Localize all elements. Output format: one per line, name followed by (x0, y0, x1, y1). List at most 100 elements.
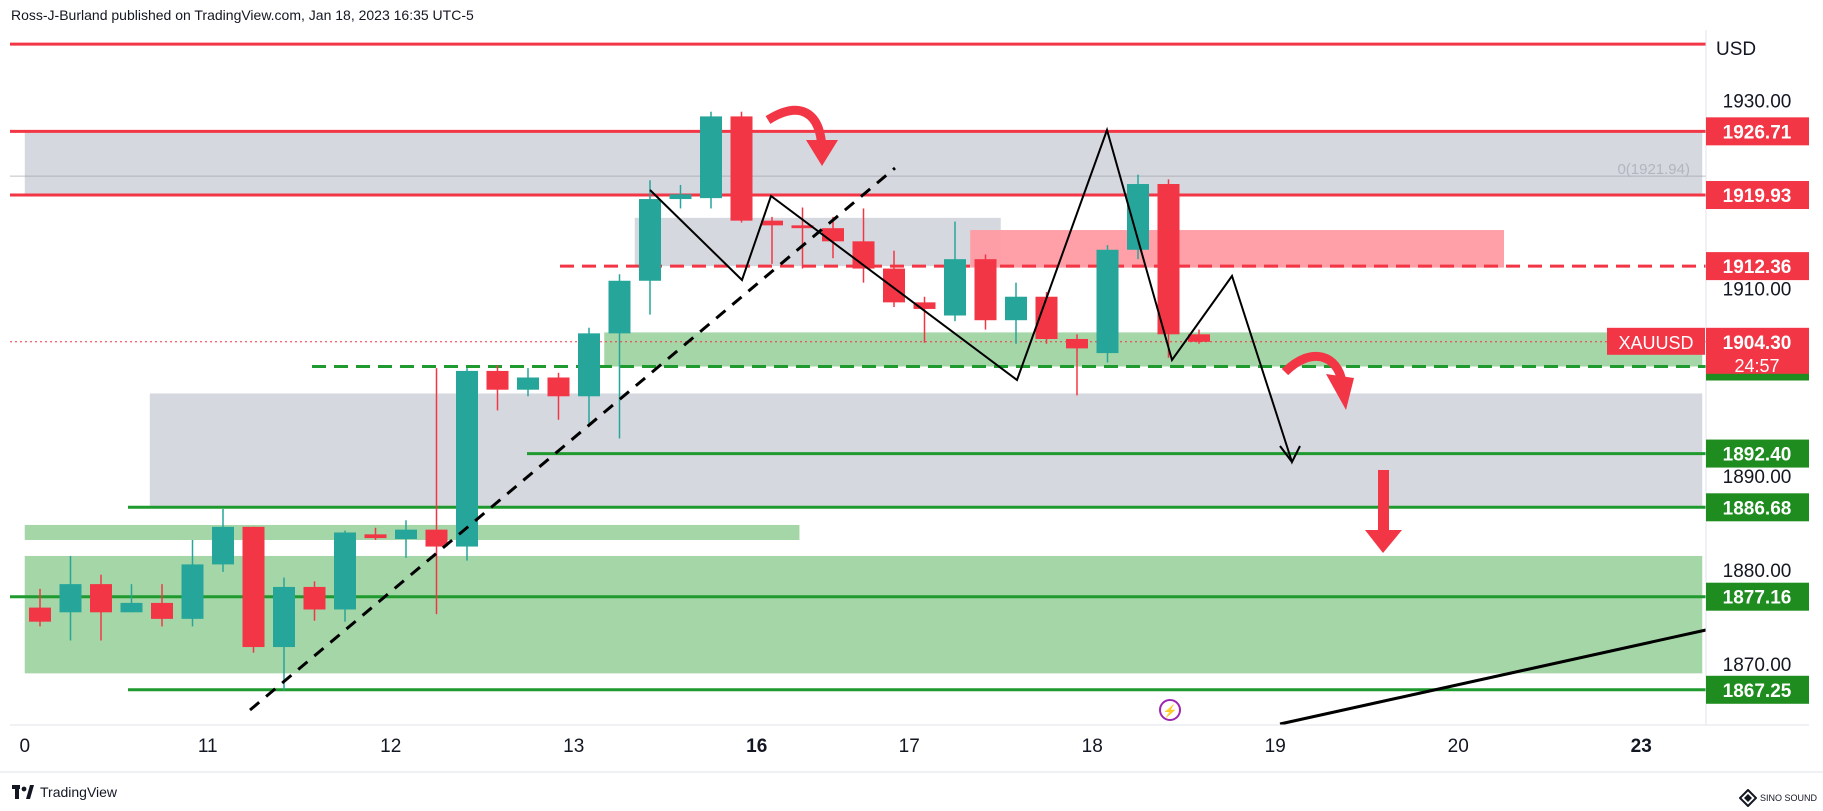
candle-body[interactable] (120, 602, 143, 613)
candle-body[interactable] (700, 116, 722, 199)
candle-body[interactable] (517, 377, 539, 390)
trend-line-rising[interactable] (1279, 628, 1707, 726)
candle-body[interactable] (791, 225, 814, 229)
price-labels: 1926.711919.931912.361901.671892.401886.… (1607, 117, 1809, 704)
price-label-bg (1706, 439, 1809, 468)
price-label-1867.25: 1867.25 (1723, 681, 1792, 702)
price-label-1886.68: 1886.68 (1723, 498, 1792, 519)
candles-layer (29, 111, 1210, 691)
projection-path-tip[interactable] (1279, 445, 1293, 463)
candle-body[interactable] (822, 228, 844, 242)
zone-green[interactable] (24, 555, 1703, 674)
candle-body[interactable] (151, 602, 173, 619)
candle-body[interactable] (303, 586, 326, 610)
candle-body[interactable] (486, 370, 509, 390)
candle-body[interactable] (974, 259, 997, 321)
candle-body[interactable] (273, 586, 295, 648)
candle-body[interactable] (578, 333, 600, 397)
candle-body[interactable] (730, 116, 753, 221)
candle-body[interactable] (639, 199, 661, 281)
price-label-bg (1706, 117, 1809, 146)
price-label-bg (1706, 181, 1809, 210)
candle-body[interactable] (1188, 334, 1210, 342)
tradingview-brand[interactable]: TradingView (12, 784, 117, 800)
drawings-layer: ⚡ (249, 105, 1707, 726)
red-down-arrow-icon (1365, 530, 1402, 553)
candle-body[interactable] (59, 584, 82, 613)
zone-green[interactable] (604, 332, 1703, 367)
candle-body[interactable] (212, 526, 234, 565)
candle-body[interactable] (1005, 296, 1027, 321)
symbol-label-bg (1607, 327, 1705, 355)
projection-path-left[interactable] (649, 126, 1301, 465)
y-tick-1910.00: 1910.00 (1723, 279, 1792, 300)
zone-gray[interactable] (149, 393, 1703, 508)
y-tick-1890.00: 1890.00 (1723, 467, 1792, 488)
red-curved-arrow-head-2 (1326, 374, 1354, 410)
publish-attribution: Ross-J-Burland published on TradingView.… (11, 7, 474, 23)
candle-body[interactable] (608, 280, 631, 334)
price-label-1892.40: 1892.40 (1723, 445, 1792, 466)
tradingview-label: TradingView (40, 784, 118, 800)
current-price-label: 1904.30 (1723, 333, 1792, 354)
candle-body[interactable] (242, 526, 265, 648)
candle-body[interactable] (1066, 338, 1088, 349)
price-label-1926.71: 1926.71 (1723, 122, 1792, 143)
event-icon-glyph: ⚡ (1163, 704, 1178, 718)
countdown-label: 24:57 (1734, 356, 1779, 376)
price-label-1912.36: 1912.36 (1723, 257, 1792, 278)
y-tick-1870.00: 1870.00 (1723, 655, 1792, 676)
candle-body[interactable] (456, 370, 478, 547)
currency-label: USD (1716, 39, 1756, 60)
price-label-bg (1706, 493, 1809, 522)
event-icon[interactable] (1159, 699, 1181, 721)
candle-body[interactable] (1157, 184, 1180, 335)
x-tick-19: 19 (1265, 736, 1286, 757)
price-label-bg (1706, 675, 1809, 704)
candle-body[interactable] (547, 377, 570, 397)
red-curved-arrow-head-1 (806, 140, 838, 166)
corner-logo-text: SINO SOUND (1759, 793, 1817, 803)
price-label-1919.93: 1919.93 (1723, 186, 1792, 207)
tradingview-logo-icon (12, 785, 34, 799)
price-label-bg (1706, 582, 1809, 611)
candle-body[interactable] (425, 529, 448, 547)
candle-body[interactable] (883, 268, 905, 303)
time-axis: 0 11 12 13 16 17 18 19 20 23 (0, 724, 1823, 773)
x-tick-13: 13 (563, 736, 584, 757)
zones-layer (24, 131, 1703, 674)
candle-body[interactable] (669, 194, 692, 200)
diamond-logo-icon (1738, 789, 1757, 807)
zone-red[interactable] (970, 230, 1504, 268)
fib-label: 0(1921.94) (1617, 161, 1690, 178)
current-price-bg (1706, 327, 1809, 374)
red-down-arrow-shaft (1378, 470, 1389, 532)
candle-body[interactable] (1035, 296, 1058, 339)
x-tick-20: 20 (1448, 736, 1469, 757)
candle-body[interactable] (1096, 249, 1119, 354)
x-tick-0: 0 (19, 736, 30, 757)
x-tick-18: 18 (1082, 736, 1103, 757)
y-tick-1880.00: 1880.00 (1723, 561, 1792, 582)
red-curved-arrow-down-right-icon-2 (1281, 351, 1347, 384)
candle-body[interactable] (181, 564, 204, 619)
candle-body[interactable] (1127, 184, 1149, 250)
price-label-1877.16: 1877.16 (1723, 588, 1792, 609)
candle-body[interactable] (913, 302, 936, 309)
candle-body[interactable] (29, 607, 51, 622)
zone-gray[interactable] (634, 217, 1001, 267)
candle-body[interactable] (364, 534, 387, 539)
candle-body[interactable] (90, 584, 112, 613)
candle-body[interactable] (395, 529, 417, 540)
price-label-bg (1706, 252, 1809, 281)
candle-body[interactable] (944, 259, 966, 316)
y-tick-1930.00: 1930.00 (1723, 91, 1792, 112)
x-tick-12: 12 (380, 736, 401, 757)
candle-body[interactable] (334, 532, 356, 610)
zone-gray[interactable] (24, 131, 1703, 196)
candle-body[interactable] (761, 220, 783, 226)
x-tick-16: 16 (746, 736, 767, 757)
x-tick-11: 11 (198, 736, 218, 757)
trend-line-dashed[interactable] (249, 166, 896, 712)
